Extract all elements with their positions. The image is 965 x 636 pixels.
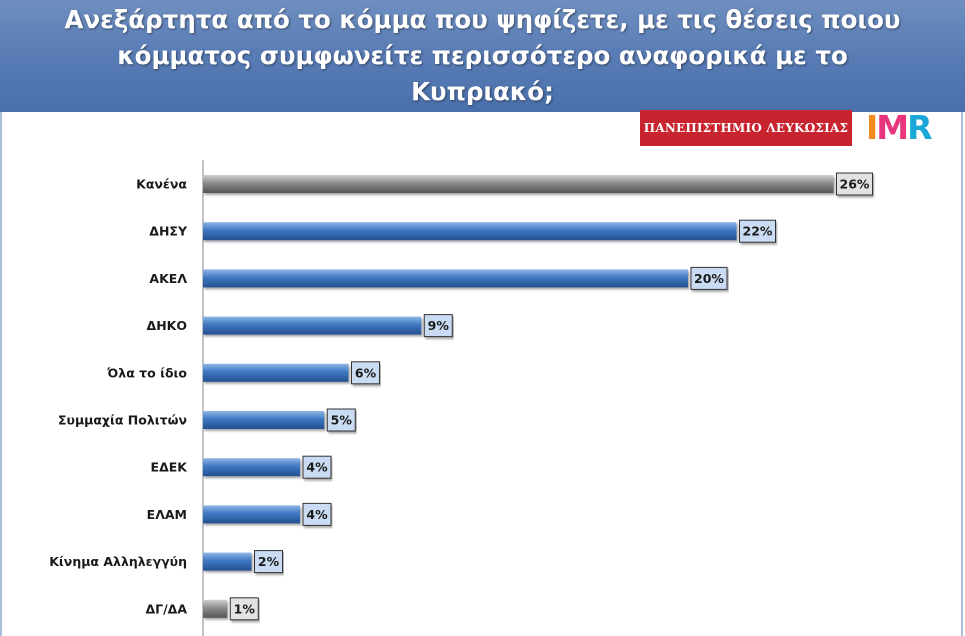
title-line-2: κόμματος συμφωνείτε περισσότερο αναφορικ… <box>117 41 848 70</box>
bar <box>203 175 834 193</box>
bar <box>203 599 228 618</box>
imr-logo: IMR <box>866 108 933 147</box>
data-label-box <box>690 266 728 290</box>
category-label: ΑΚΕΛ <box>149 271 187 286</box>
chart-title: Ανεξάρτητα από το κόμμα που ψηφίζετε, με… <box>20 2 945 110</box>
data-label: 6% <box>355 365 377 380</box>
university-logo: ΠΑΝΕΠΙΣΤΗΜΙΟ ΛΕΥΚΩΣΙΑΣ <box>640 110 852 146</box>
bar <box>203 411 325 429</box>
title-line-3: Κυπριακό; <box>411 77 554 106</box>
category-label: Κανένα <box>136 177 187 192</box>
bar <box>203 505 300 524</box>
data-label: 1% <box>234 601 256 616</box>
data-label-box <box>254 550 283 574</box>
category-label: Συμμαχία Πολιτών <box>58 413 187 428</box>
category-label: Κίνημα Αλληλεγγύη <box>49 554 187 569</box>
data-label-box <box>836 172 873 196</box>
data-label-box <box>302 455 332 479</box>
header-banner: Ανεξάρτητα από το κόμμα που ψηφίζετε, με… <box>0 0 965 112</box>
data-label-box <box>351 361 380 385</box>
bar <box>203 458 300 477</box>
bar <box>203 316 422 335</box>
category-label: ΔΓ/ΔΑ <box>145 601 187 616</box>
data-label-box <box>326 408 356 432</box>
title-line-1: Ανεξάρτητα από το κόμμα που ψηφίζετε, με… <box>64 5 901 34</box>
data-label: 9% <box>428 318 450 333</box>
data-label-box <box>423 314 453 338</box>
data-label-box <box>229 597 259 621</box>
data-label: 20% <box>694 271 724 286</box>
bar <box>203 363 349 382</box>
data-label: 22% <box>743 224 773 239</box>
data-label: 5% <box>331 413 353 428</box>
category-label: ΔΗΣΥ <box>149 224 188 239</box>
bar <box>203 222 737 241</box>
bar <box>203 269 688 288</box>
category-label: ΔΗΚΟ <box>147 318 187 333</box>
category-label: Όλα το ίδιο <box>106 365 187 380</box>
data-label: 4% <box>306 507 328 522</box>
category-label: ΕΔΕΚ <box>151 460 189 475</box>
category-label: ΕΛΑΜ <box>147 507 187 522</box>
chart-frame <box>0 112 963 636</box>
data-label: 4% <box>306 460 328 475</box>
data-label: 26% <box>840 177 870 192</box>
data-label-box <box>739 219 776 243</box>
data-label: 2% <box>258 554 280 569</box>
bar <box>203 552 252 571</box>
data-label-box <box>302 502 332 526</box>
